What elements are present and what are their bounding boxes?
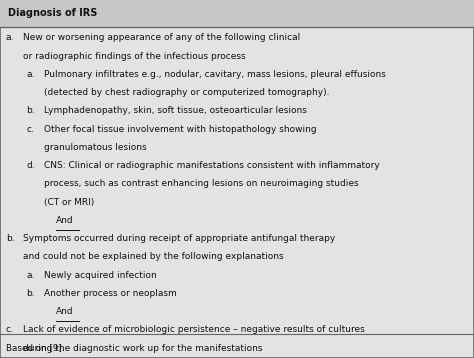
Text: and could not be explained by the following explanations: and could not be explained by the follow… bbox=[23, 252, 283, 261]
Text: And: And bbox=[56, 307, 73, 316]
Text: Pulmonary infiltrates e.g., nodular, cavitary, mass lesions, pleural effusions: Pulmonary infiltrates e.g., nodular, cav… bbox=[44, 70, 386, 79]
Text: granulomatous lesions: granulomatous lesions bbox=[44, 143, 147, 152]
Text: b.: b. bbox=[6, 234, 14, 243]
Text: Lack of evidence of microbiologic persistence – negative results of cultures: Lack of evidence of microbiologic persis… bbox=[23, 325, 365, 334]
Text: b.: b. bbox=[26, 106, 35, 115]
Text: process, such as contrast enhancing lesions on neuroimaging studies: process, such as contrast enhancing lesi… bbox=[44, 179, 359, 188]
Text: CNS: Clinical or radiographic manifestations consistent with inflammatory: CNS: Clinical or radiographic manifestat… bbox=[44, 161, 380, 170]
Text: Lymphadenopathy, skin, soft tissue, osteoarticular lesions: Lymphadenopathy, skin, soft tissue, oste… bbox=[44, 106, 307, 115]
Text: And: And bbox=[56, 216, 73, 225]
FancyBboxPatch shape bbox=[0, 0, 474, 27]
Text: Symptoms occurred during receipt of appropriate antifungal therapy: Symptoms occurred during receipt of appr… bbox=[23, 234, 335, 243]
Text: a.: a. bbox=[26, 70, 35, 79]
Text: c.: c. bbox=[6, 325, 14, 334]
Text: during the diagnostic work up for the manifestations: during the diagnostic work up for the ma… bbox=[23, 344, 262, 353]
Text: Another process or neoplasm: Another process or neoplasm bbox=[44, 289, 177, 298]
Text: Newly acquired infection: Newly acquired infection bbox=[44, 271, 157, 280]
Text: a.: a. bbox=[6, 33, 14, 42]
Text: a.: a. bbox=[26, 271, 35, 280]
Text: or radiographic findings of the infectious process: or radiographic findings of the infectio… bbox=[23, 52, 246, 61]
Text: Diagnosis of IRS: Diagnosis of IRS bbox=[8, 9, 97, 18]
Text: (detected by chest radiography or computerized tomography).: (detected by chest radiography or comput… bbox=[44, 88, 329, 97]
Text: Based on [9].: Based on [9]. bbox=[6, 343, 64, 352]
Text: Other focal tissue involvement with histopathology showing: Other focal tissue involvement with hist… bbox=[44, 125, 317, 134]
Text: d.: d. bbox=[26, 161, 35, 170]
Text: c.: c. bbox=[26, 125, 34, 134]
Text: (CT or MRI): (CT or MRI) bbox=[44, 198, 94, 207]
Text: New or worsening appearance of any of the following clinical: New or worsening appearance of any of th… bbox=[23, 33, 300, 42]
Text: b.: b. bbox=[26, 289, 35, 298]
